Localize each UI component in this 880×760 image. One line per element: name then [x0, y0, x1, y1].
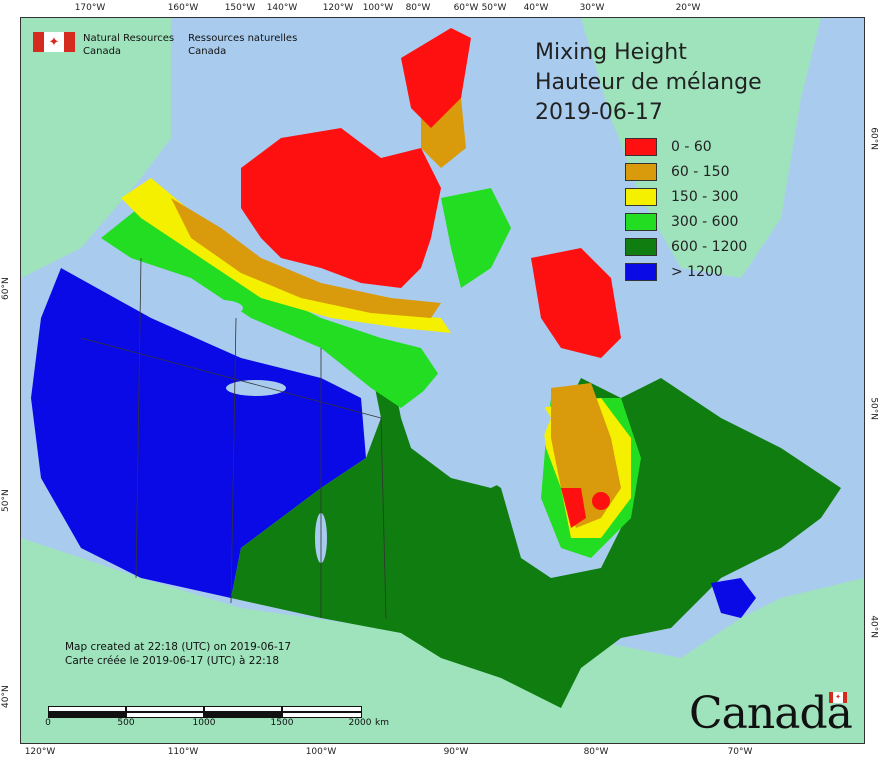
scale-bar: 0 500 1000 1500 2000 km [45, 706, 389, 728]
wordmark-flag-icon: ✦ [829, 692, 847, 703]
map-title: Mixing Height Hauteur de mélange 2019-06… [535, 38, 762, 128]
lon-tick-top: 80°W [405, 3, 431, 13]
legend: 0 - 60 60 - 150 150 - 300 300 - 600 600 - 12… [625, 134, 747, 284]
legend-item: 600 - 1200 [625, 234, 747, 259]
greenland-land [581, 18, 821, 278]
region-300-600-east [441, 188, 511, 288]
lon-tick-bottom: 100°W [305, 747, 337, 757]
region-gt1200-west [31, 268, 366, 598]
lon-tick-top: 60°W [453, 3, 479, 13]
lon-tick-top: 30°W [579, 3, 605, 13]
lon-tick-top: 100°W [362, 3, 394, 13]
lon-tick-top: 170°W [74, 3, 106, 13]
lon-tick-top: 20°W [675, 3, 701, 13]
legend-item: > 1200 [625, 259, 747, 284]
lat-tick-left: 60°N [1, 277, 11, 300]
title-date: 2019-06-17 [535, 100, 663, 125]
lat-tick-left: 50°N [1, 489, 11, 512]
legend-swatch [625, 212, 657, 231]
agency-name-fr: Ressources naturelles Canada [188, 33, 298, 57]
region-0-60-ellesmere [401, 28, 471, 128]
legend-swatch [625, 262, 657, 281]
region-0-60-qc2 [592, 492, 610, 510]
lon-tick-bottom: 70°W [727, 747, 753, 757]
province-borders [80, 257, 387, 619]
nrcan-logo: ✦ Natural Resources Canada Ressources na… [33, 32, 303, 58]
legend-label: 600 - 1200 [671, 238, 748, 255]
lon-tick-top: 160°W [167, 3, 199, 13]
legend-item: 60 - 150 [625, 159, 747, 184]
lon-tick-top: 120°W [322, 3, 354, 13]
lat-tick-right: 50°N [869, 397, 879, 420]
title-en: Mixing Height [535, 40, 687, 65]
lon-tick-top: 40°W [523, 3, 549, 13]
lat-tick-left: 40°N [1, 685, 11, 708]
legend-label: 60 - 150 [671, 163, 730, 180]
agency-name-en: Natural Resources Canada [83, 33, 175, 57]
lat-tick-right: 60°N [869, 127, 879, 150]
legend-item: 0 - 60 [625, 134, 747, 159]
title-fr: Hauteur de mélange [535, 70, 762, 95]
legend-swatch [625, 162, 657, 181]
canada-wordmark: Canada [689, 688, 853, 739]
region-0-60-arctic [241, 128, 441, 288]
alaska-land [21, 18, 171, 278]
legend-swatch [625, 187, 657, 206]
hudson-bay [401, 358, 551, 488]
lat-tick-right: 40°N [869, 615, 879, 638]
lon-tick-bottom: 80°W [583, 747, 609, 757]
legend-label: > 1200 [671, 263, 723, 280]
lon-tick-top: 50°W [481, 3, 507, 13]
lon-tick-bottom: 120°W [24, 747, 56, 757]
region-300-600 [101, 198, 441, 408]
legend-swatch [625, 137, 657, 156]
lake-great-slave [226, 380, 286, 396]
map-canvas[interactable]: ✦ Natural Resources Canada Ressources na… [20, 17, 865, 744]
lake-great-bear [199, 300, 243, 316]
region-gt1200-east [711, 578, 756, 618]
canada-flag-icon: ✦ [33, 32, 75, 52]
map-graphic [21, 18, 864, 743]
legend-item: 300 - 600 [625, 209, 747, 234]
region-150-300 [121, 178, 451, 333]
region-60-150 [171, 198, 441, 318]
lon-tick-top: 140°W [266, 3, 298, 13]
lon-tick-top: 150°W [224, 3, 256, 13]
legend-label: 0 - 60 [671, 138, 712, 155]
legend-swatch [625, 237, 657, 256]
lon-tick-bottom: 90°W [443, 747, 469, 757]
region-0-60-baffin [531, 248, 621, 358]
lon-tick-bottom: 110°W [167, 747, 199, 757]
legend-label: 150 - 300 [671, 188, 739, 205]
legend-label: 300 - 600 [671, 213, 739, 230]
region-0-60-qc1 [561, 488, 586, 528]
created-note: Map created at 22:18 (UTC) on 2019-06-17… [65, 641, 292, 667]
legend-item: 150 - 300 [625, 184, 747, 209]
